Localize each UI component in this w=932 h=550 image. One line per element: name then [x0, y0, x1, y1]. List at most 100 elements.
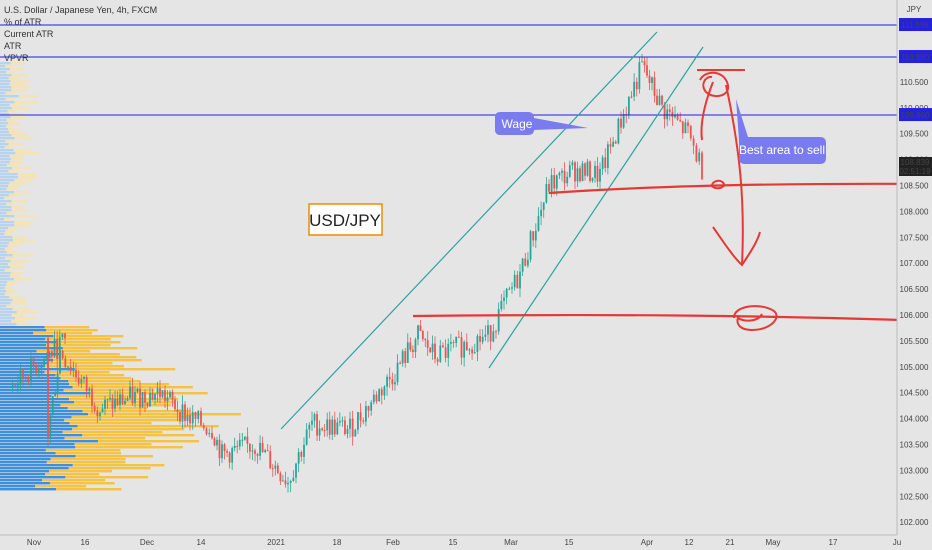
volume-bar-buy — [0, 209, 12, 212]
volume-bar-sell — [11, 134, 29, 137]
candle-body — [429, 347, 432, 353]
volume-bar-sell — [14, 278, 32, 281]
indicator-current-atr[interactable]: Current ATR — [4, 29, 54, 39]
volume-bar-sell — [14, 137, 33, 140]
candle-body — [627, 96, 630, 115]
candle-body — [638, 62, 641, 90]
y-tick-label: 104.000 — [900, 415, 929, 424]
candle-body — [516, 274, 519, 289]
candle-body — [256, 453, 259, 456]
candle-body — [698, 152, 701, 162]
candle-body — [124, 400, 126, 405]
candle-body — [658, 95, 661, 106]
price-axis[interactable]: JPY 102.000 102.500 103.000 103.500 104.000 1… — [896, 0, 932, 550]
candle-body — [45, 356, 48, 359]
volume-bar-sell — [45, 338, 111, 341]
volume-bar-sell — [72, 464, 165, 467]
candle-body — [396, 362, 399, 383]
volume-bar-buy — [0, 296, 10, 299]
indicator-vpvr[interactable]: VPVR — [4, 53, 29, 63]
volume-bar-buy — [0, 479, 43, 482]
y-tick-label: 106.000 — [900, 311, 929, 320]
down-arrow — [700, 81, 761, 267]
candle-body — [537, 216, 540, 231]
candle-body — [681, 121, 684, 134]
candle-body — [200, 411, 202, 426]
candle-body — [367, 406, 370, 411]
candle-body — [614, 141, 617, 144]
candle-body — [141, 392, 144, 408]
candle-body — [497, 309, 500, 332]
sell-note[interactable]: Best area to sell — [736, 99, 826, 164]
candle-body — [11, 384, 14, 388]
volume-bar-buy — [0, 71, 6, 74]
candle-body — [534, 230, 537, 241]
candle-body — [231, 448, 234, 463]
candle-body — [620, 118, 622, 128]
volume-bar-sell — [4, 146, 12, 149]
candle-body — [282, 480, 284, 482]
channel-lower-line[interactable] — [488, 46, 704, 369]
candle-body — [349, 418, 351, 429]
support-line-upper[interactable] — [548, 182, 932, 195]
volume-bar-buy — [0, 137, 15, 140]
top-marker — [697, 69, 745, 98]
candle-body — [444, 347, 447, 358]
candle-body — [591, 177, 594, 182]
candle-body — [679, 119, 682, 122]
candle-body — [202, 425, 205, 429]
candle-body — [519, 271, 521, 289]
volume-bar-buy — [0, 302, 11, 305]
candle-body — [197, 411, 200, 419]
volume-bar-buy — [0, 359, 54, 362]
candle-body — [399, 362, 402, 364]
volume-bar-sell — [82, 434, 195, 437]
volume-bar-buy — [0, 236, 13, 239]
candle-body — [261, 442, 264, 453]
candle-body — [521, 258, 524, 272]
candle-body — [617, 118, 620, 144]
candle-body — [164, 390, 166, 402]
volume-bar-buy — [0, 158, 12, 161]
channel-upper-line[interactable] — [280, 31, 658, 430]
candle-body — [579, 168, 581, 182]
volume-bar-buy — [0, 101, 15, 104]
volume-bar-sell — [35, 485, 87, 488]
candle-body — [226, 450, 228, 453]
candle-body — [648, 75, 651, 83]
volume-bar-buy — [0, 92, 6, 95]
volume-bar-sell — [14, 101, 39, 104]
volume-bar-buy — [0, 404, 61, 407]
wage-note[interactable]: Wage — [495, 112, 588, 135]
volume-bar-buy — [0, 416, 72, 419]
volume-bar-sell — [12, 308, 30, 311]
pair-label-box[interactable]: USD/JPY — [308, 203, 383, 236]
volume-bar-buy — [0, 257, 6, 260]
candle-body — [289, 481, 292, 484]
volume-bar-sell — [6, 164, 18, 167]
candle-body — [701, 152, 703, 180]
volume-bar-sell — [5, 92, 16, 95]
indicator-atr[interactable]: ATR — [4, 41, 22, 51]
volume-bar-buy — [0, 215, 15, 218]
candle-body — [487, 325, 489, 335]
support-line-lower[interactable] — [412, 313, 932, 323]
horizontal-levels[interactable] — [0, 24, 897, 116]
candle-body — [481, 336, 484, 342]
volume-bar-buy — [0, 323, 17, 326]
volume-bar-sell — [44, 371, 110, 374]
indicator-pct-atr[interactable]: % of ATR — [4, 17, 42, 27]
volume-bar-buy — [0, 431, 63, 434]
volume-bar-buy — [0, 476, 66, 479]
candle-body — [149, 392, 151, 407]
volume-bar-sell — [69, 398, 179, 401]
symbol-title[interactable]: U.S. Dollar / Japanese Yen, 4h, FXCM — [4, 5, 158, 15]
candle-body — [181, 404, 184, 422]
time-axis[interactable]: Nov 16 Dec 14 2021 18 Feb 15 Mar 15 Apr 12 21 May 17 Ju — [0, 534, 932, 550]
volume-bar-buy — [0, 77, 9, 80]
candle-body — [545, 183, 548, 203]
x-tick-label: 16 — [81, 538, 90, 547]
volume-bar-sell — [8, 227, 17, 230]
candle-body — [473, 352, 476, 354]
